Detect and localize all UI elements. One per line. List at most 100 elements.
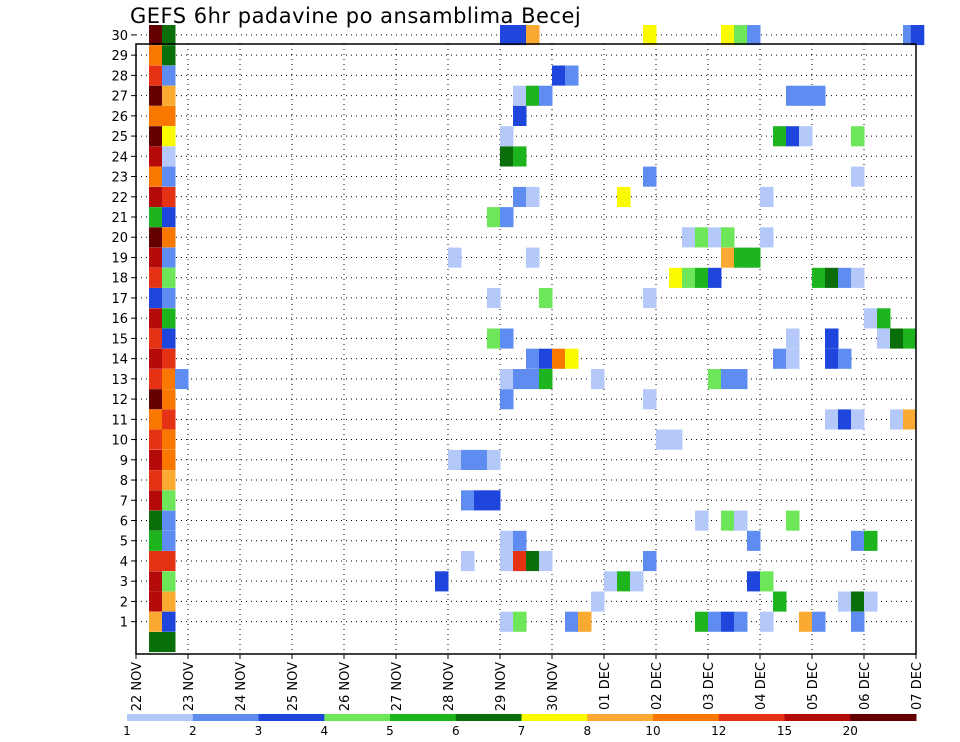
heatmap-cell [877, 328, 891, 349]
heatmap-cell [578, 611, 592, 632]
y-tick-label: 20 [111, 231, 128, 246]
heatmap-cell [773, 126, 787, 147]
heatmap-cell [812, 611, 826, 632]
heatmap-cell [890, 328, 904, 349]
colorbar-swatch [390, 714, 457, 721]
heatmap-cell [487, 449, 501, 470]
y-tick-label: 21 [111, 211, 128, 226]
heatmap-cell [825, 348, 839, 369]
heatmap-cell [695, 611, 709, 632]
colorbar-label: 15 [777, 724, 792, 738]
x-tick-label: 04 DEC [754, 662, 769, 710]
heatmap-cell [773, 348, 787, 369]
heatmap-cell [487, 288, 501, 309]
heatmap-cell [500, 389, 514, 410]
heatmap-cell [162, 288, 176, 309]
heatmap-cell [162, 409, 176, 430]
heatmap-cell [851, 409, 865, 430]
heatmap-cell [734, 510, 748, 531]
heatmap-cell [643, 25, 657, 46]
heatmap-cell [513, 186, 527, 207]
colorbar-label: 7 [518, 724, 526, 738]
heatmap-cell [669, 429, 683, 450]
y-tick-label: 16 [111, 312, 128, 327]
heatmap-cell [162, 267, 176, 288]
heatmap-cell [461, 449, 475, 470]
colorbar-swatch [653, 714, 720, 721]
heatmap-cell [786, 328, 800, 349]
colorbar-label: 2 [189, 724, 197, 738]
y-tick-label: 22 [111, 191, 128, 206]
colorbar-label: 3 [255, 724, 263, 738]
heatmap-cell [162, 348, 176, 369]
heatmap-cell [617, 571, 631, 592]
heatmap-cell [487, 490, 501, 511]
heatmap-cell [162, 186, 176, 207]
heatmap-cell [162, 449, 176, 470]
heatmap-cell [162, 247, 176, 268]
heatmap-cell [799, 611, 813, 632]
y-tick-label: 7 [120, 494, 128, 509]
heatmap-cell [500, 126, 514, 147]
heatmap-cell [513, 530, 527, 551]
y-tick-label: 1 [120, 616, 128, 631]
heatmap-cell [747, 530, 761, 551]
heatmap-cell [500, 207, 514, 228]
heatmap-cell [513, 146, 527, 167]
heatmap-cell [461, 551, 475, 572]
heatmap-cell [565, 65, 579, 86]
heatmap-cell [760, 571, 774, 592]
heatmap-cell [734, 247, 748, 268]
heatmap-cell [708, 227, 722, 248]
heatmap-cell [162, 530, 176, 551]
heatmap-cell [721, 369, 735, 390]
x-tick-label: 29 NOV [494, 662, 509, 711]
colorbar-label: 8 [583, 724, 591, 738]
heatmap-cell [149, 65, 163, 86]
y-tick-label: 14 [111, 353, 128, 368]
heatmap-cell [461, 490, 475, 511]
colorbar-label: 6 [452, 724, 460, 738]
heatmap-cell [565, 348, 579, 369]
heatmap-cell [838, 591, 852, 612]
heatmap-cell [149, 369, 163, 390]
heatmap-cell [539, 369, 553, 390]
heatmap-cell [695, 267, 709, 288]
heatmap-cell [162, 551, 176, 572]
heatmap-cell [539, 348, 553, 369]
y-tick-label: 15 [111, 332, 128, 347]
heatmap-cell [149, 227, 163, 248]
heatmap-cell [149, 429, 163, 450]
y-tick-label: 30 [111, 29, 128, 44]
heatmap-cell [526, 348, 540, 369]
chart-title: GEFS 6hr padavine po ansamblima Becej [130, 4, 582, 28]
heatmap-cell [526, 247, 540, 268]
heatmap-cell [500, 328, 514, 349]
x-tick-label: 02 DEC [650, 662, 665, 710]
heatmap-cell [539, 288, 553, 309]
heatmap-cell [162, 146, 176, 167]
colorbar-label: 20 [843, 724, 858, 738]
heatmap-cell [851, 166, 865, 187]
heatmap-cell [760, 227, 774, 248]
heatmap-cell [708, 369, 722, 390]
heatmap-cell [513, 611, 527, 632]
heatmap-cell [747, 247, 761, 268]
y-tick-label: 9 [120, 454, 128, 469]
y-tick-label: 29 [111, 49, 128, 64]
heatmap-cell [149, 247, 163, 268]
heatmap-cell [149, 85, 163, 106]
heatmap-cell [149, 490, 163, 511]
y-tick-label: 24 [111, 150, 128, 165]
heatmap-cell [162, 85, 176, 106]
x-tick-label: 24 NOV [234, 662, 249, 711]
heatmap-cell [786, 510, 800, 531]
heatmap-cell [448, 247, 462, 268]
x-tick-label: 01 DEC [598, 662, 613, 710]
heatmap-cell [474, 449, 488, 470]
heatmap-cell [591, 591, 605, 612]
heatmap-cell [162, 369, 176, 390]
heatmap-cell [656, 429, 670, 450]
heatmap-cell [162, 611, 176, 632]
y-tick-label: 23 [111, 171, 128, 186]
